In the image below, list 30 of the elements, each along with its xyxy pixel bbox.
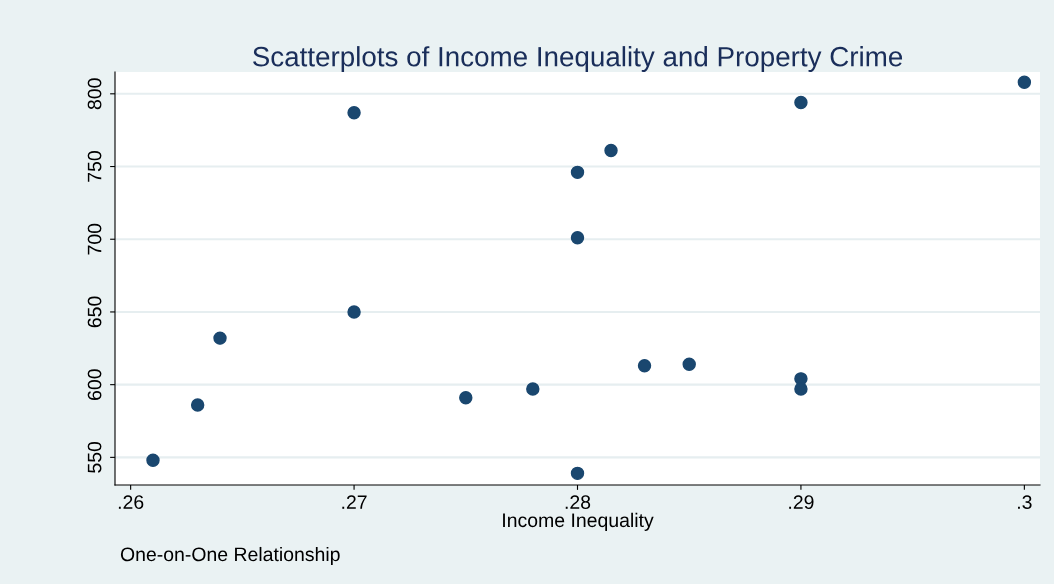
y-tick-label: 550 bbox=[87, 441, 102, 473]
point bbox=[682, 357, 696, 372]
point bbox=[347, 305, 361, 319]
point bbox=[190, 398, 205, 412]
y-tick-label: 600 bbox=[87, 369, 102, 400]
x-tick-label: .28 bbox=[565, 495, 591, 509]
point bbox=[459, 391, 473, 405]
y-tick-label: 700 bbox=[87, 223, 102, 255]
point bbox=[213, 331, 227, 345]
chart-title: Scatterplots of Income Inequality and Property Crime bbox=[253, 46, 903, 72]
x-tick-label: .3 bbox=[1018, 495, 1032, 509]
x-axis-title: Income Inequality bbox=[503, 512, 654, 531]
point bbox=[794, 382, 808, 396]
point bbox=[637, 359, 652, 373]
y-tick-label: 650 bbox=[87, 296, 102, 328]
point bbox=[604, 143, 618, 158]
x-tick-label: .26 bbox=[118, 495, 144, 509]
point bbox=[146, 453, 160, 467]
point bbox=[570, 466, 585, 481]
y-tick-label: 800 bbox=[87, 78, 102, 110]
text: One-on-One Relationship bbox=[120, 546, 340, 566]
point bbox=[1017, 75, 1032, 89]
point bbox=[570, 165, 585, 180]
point bbox=[347, 106, 361, 120]
x-tick-label: .29 bbox=[789, 495, 814, 509]
point bbox=[570, 231, 585, 245]
x-tick-label: .27 bbox=[342, 495, 367, 509]
point bbox=[526, 382, 540, 396]
y-tick-label: 750 bbox=[87, 151, 102, 182]
point bbox=[794, 95, 808, 110]
